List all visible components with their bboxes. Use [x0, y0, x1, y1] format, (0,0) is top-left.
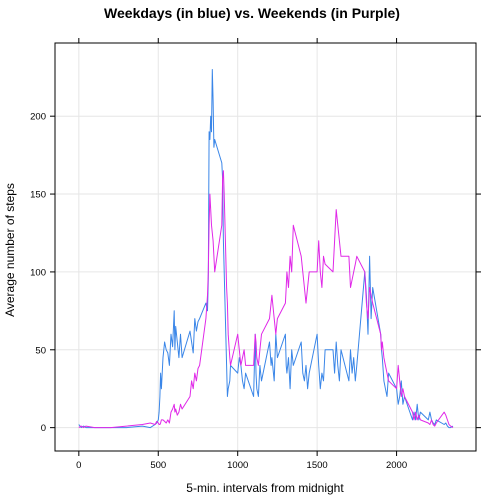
x-axis-label: 5-min. intervals from midnight	[186, 481, 344, 495]
y-tick-label: 150	[30, 190, 46, 201]
x-tick-label: 2000	[386, 460, 407, 471]
y-tick-label: 200	[30, 112, 46, 123]
y-tick-label: 50	[35, 345, 46, 356]
plot-frame	[55, 43, 476, 451]
grid-lines	[55, 43, 476, 451]
x-tick-label: 500	[150, 460, 166, 471]
axis-ticks: 0 500 1000 1500 2000 0 50 100 150 200	[30, 38, 481, 471]
chart-title: Weekdays (in blue) vs. Weekends (in Purp…	[104, 5, 400, 21]
y-tick-label: 100	[30, 267, 46, 278]
x-tick-label: 0	[76, 460, 81, 471]
x-tick-label: 1500	[307, 460, 328, 471]
y-axis-label: Average number of steps	[3, 183, 17, 317]
y-tick-label: 0	[41, 423, 46, 434]
x-tick-label: 1000	[227, 460, 248, 471]
